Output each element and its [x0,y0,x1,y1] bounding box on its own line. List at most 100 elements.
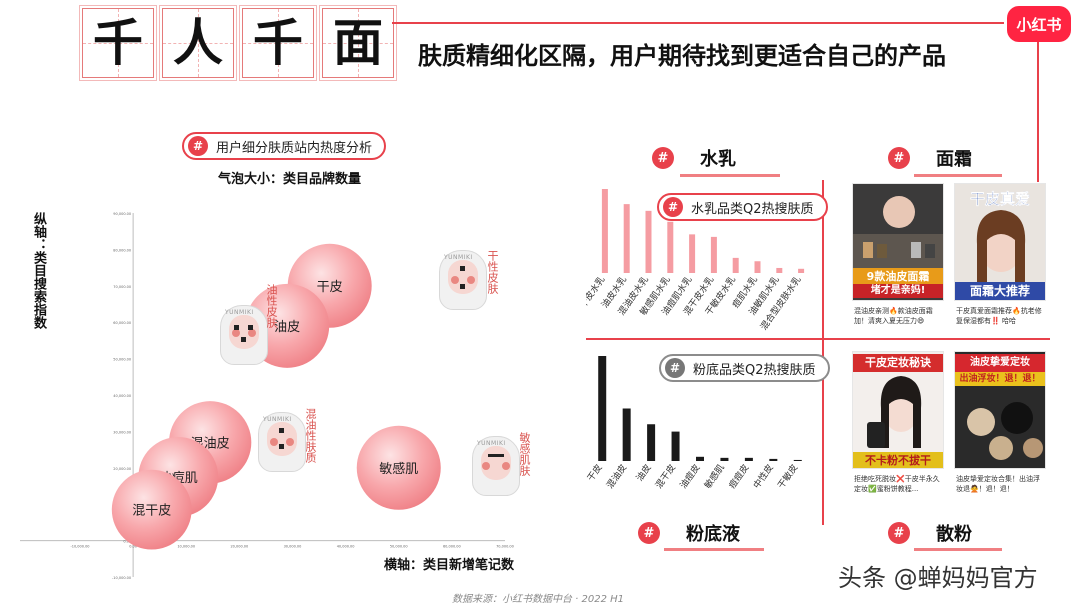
cream-post-image [955,184,1045,300]
section-title: 散粉 [936,524,972,545]
y-tick-label: 70,000.00 [113,285,131,289]
section-powder: # 散粉 [888,520,972,546]
bar [598,356,607,461]
title-char-box: 人 [159,5,237,81]
bubble-label: 油皮 [274,320,300,335]
y-tick-label: 30,000.00 [113,430,131,434]
y-tick-label: 50,000.00 [113,358,131,362]
dry-skin-label: 干性皮肤 [486,250,499,294]
bubble-size-note: 气泡大小：类目品牌数量 [218,172,362,187]
data-source-note: 数据来源：小红书数据中台 · 2022 H1 [452,594,625,605]
title-char: 千 [253,14,303,72]
powder-post-thumbnail[interactable]: 干皮定妆秘诀 不卡粉不拔干 [852,351,944,469]
bubble-label: 敏感肌 [379,461,418,477]
bubble-chart-title: 用户细分肤质站内热度分析 [216,140,373,156]
bubble-chart-title-pill: # 用户细分肤质站内热度分析 [182,132,387,160]
hash-icon: # [188,136,208,156]
x-tick-label: 0.00 [129,545,137,549]
hash-icon: # [652,147,674,169]
bar-category-label: 痘痘皮 [726,462,751,491]
x-tick-label: -10,000.00 [70,545,89,549]
bar [647,424,656,461]
headline: 肤质精细化区隔，用户期待找到更适合自己的产品 [418,42,946,70]
bubble-label: 干皮 [317,280,343,295]
y-tick-label: 90,000.00 [113,212,131,216]
y-tick-label: 20,000.00 [113,467,131,471]
thumb-banner: 9款油皮面霜 [853,268,943,286]
bar [689,234,696,273]
bar-category-label: 干敏皮 [775,462,800,491]
thumb-subbanner: 堵才是亲妈! [853,284,943,298]
bar [601,189,608,273]
x-tick-label: 70,000.00 [496,545,514,549]
y-tick-label: -10,000.00 [112,576,131,580]
bar [720,457,729,461]
bar [732,257,739,273]
thumb-caption: 油皮挚爱定妆合集！出油浮妆退🙅！退！退！ [956,475,1040,493]
y-tick-label: 80,000.00 [113,248,131,252]
watermark: 头条 @蝉妈妈官方 [838,564,1038,592]
section-foundation: # 粉底液 [638,520,740,546]
combination-oily-mascot: YUNMIKI [258,412,306,472]
x-tick-label: 20,000.00 [230,545,248,549]
title-char: 人 [173,14,223,72]
cross-rule [586,338,1050,340]
cream-post-thumbnail[interactable]: 9款油皮面霜 堵才是亲妈! [852,183,944,301]
dry-skin-mascot: YUNMIKI [439,250,487,310]
oily-skin-label: 油性皮肤 [265,284,278,328]
bubble: 敏感肌 [356,425,441,510]
water-milk-chart-title: 水乳品类Q2热搜肤质 [691,201,814,217]
bar [623,204,630,273]
hash-icon: # [638,522,660,544]
right-rule [1037,42,1039,182]
bar [798,268,805,273]
x-tick-label: 60,000.00 [443,545,461,549]
section-title: 水乳 [700,149,736,170]
sensitive-skin-mascot: YUNMIKI [472,436,520,496]
section-water-milk: # 水乳 [652,145,736,171]
bar [696,456,704,461]
x-tick-label: 30,000.00 [284,545,302,549]
cream-post-thumbnail[interactable]: 干皮真爱 面霜大推荐 [954,183,1046,301]
header-rule [392,22,1004,24]
sensitive-skin-label: 敏感肌肤 [518,432,531,476]
bar [622,408,631,461]
bar-category-label: 混油皮 [604,462,629,491]
thumb-banner: 油皮挚爱定妆 [955,354,1045,372]
powder-post-thumbnail[interactable]: 油皮挚爱定妆 出油浮妆！退！退！ [954,351,1046,469]
y-tick-label: 60,000.00 [113,321,131,325]
bubble-label: 混干皮 [132,504,171,519]
title-char-box: 面 [319,5,397,81]
section-underline [664,548,764,551]
section-underline [914,548,1002,551]
bar [710,236,717,273]
x-axis-title: 横轴：类目新增笔记数 [384,558,515,573]
hash-icon: # [888,522,910,544]
y-tick-label: 0.00 [123,540,131,544]
hash-icon: # [663,197,683,217]
section-underline [680,174,780,177]
hash-icon: # [665,358,685,378]
thumb-subbanner: 出油浮妆！退！退！ [955,372,1045,386]
bar-category-label: 敏感肌 [702,462,727,491]
title-char-box: 千 [239,5,317,81]
thumb-banner: 干皮定妆秘诀 [853,354,943,372]
xiaohongshu-logo: 小红书 [1007,6,1071,42]
section-title: 粉底液 [686,524,740,545]
bar-category-label: 油痘皮 [677,462,702,491]
bar [671,431,680,461]
title-char-box: 千 [79,5,157,81]
foundation-chart-pill: # 粉底品类Q2热搜肤质 [659,354,830,382]
y-axis-title: 纵轴：类目搜索指数 [31,212,46,329]
bubble-circle [356,425,441,510]
bar-category-label: 油皮 [633,462,653,484]
combination-oily-label: 混油性肤质 [304,408,317,463]
thumb-caption: 混油皮亲测🔥款油皮面霜加！清爽入夏无压力😄 [854,307,933,325]
bar [744,457,753,461]
y-tick-label: 40,000.00 [113,394,131,398]
bar [776,267,783,273]
foundation-bar-chart: 干皮 混油皮 油皮 混干皮 油痘皮 敏感肌 痘痘皮 中性皮 干敏皮 [586,356,802,491]
title-char: 面 [333,14,383,72]
bar [754,261,761,273]
hash-icon: # [888,147,910,169]
